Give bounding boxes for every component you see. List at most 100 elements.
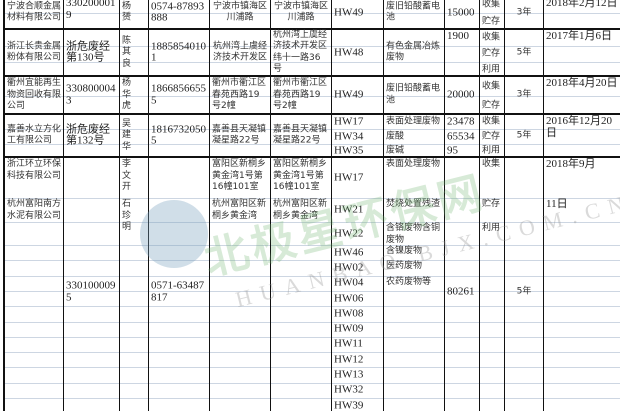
sub-row-divider [480, 222, 504, 245]
sub-cell: HW17 [332, 115, 383, 129]
contact-text: 陈其良 [122, 35, 137, 69]
sub-row-divider [332, 382, 383, 398]
sub-row-divider [505, 46, 543, 62]
cell-contact: 陈其良 [119, 30, 148, 75]
sub-row-divider [149, 96, 209, 115]
hw-text: HW13 [334, 368, 364, 381]
sub-row-divider [149, 290, 209, 306]
sub-cell: 浙江环立环保科技有限公司 [5, 158, 63, 198]
op-addr-text: 富阳区新桐乡黄金湾1号第16幢101室 [273, 159, 328, 192]
sub-row-divider [384, 290, 444, 306]
sub-row-divider [384, 275, 444, 291]
cell-hw: HW49 [331, 0, 383, 28]
sub-cell: 医药废物 [384, 260, 444, 275]
sub-cell: HW21 [332, 198, 383, 222]
sub-row-divider [505, 336, 543, 352]
term-text: 5年 [516, 46, 532, 57]
sub-row-divider [480, 198, 504, 222]
sub-row-divider [5, 398, 63, 411]
sub-row-divider [210, 13, 270, 30]
cell-date: 2017年1月6日 [543, 30, 620, 75]
sub-row-divider [149, 129, 209, 144]
reg-addr-text: 衢州市衢江区春苑西路19号2幢 [212, 77, 267, 111]
sub-row-divider [544, 62, 620, 77]
cell-op-addr: 杭州湾上虞经济技术开发区纬十一路36号 [270, 30, 331, 75]
sub-row-divider [480, 46, 504, 62]
hw-text: HW11 [334, 337, 363, 350]
hw-text: HW17 [334, 115, 364, 128]
date-text: 2017年1月6日 [546, 30, 612, 42]
hw-text: HW49 [334, 5, 364, 18]
cell-date: 2016年12月20日 [543, 115, 620, 156]
method-text: 贮存 [482, 48, 501, 59]
sub-row-divider [384, 382, 444, 398]
cell-reg-addr: 杭州湾上虞经济技术开发区 [209, 30, 270, 75]
sub-row-divider [445, 336, 479, 352]
contact-text: 石珍明 [122, 199, 137, 232]
contact-text: 李文开 [122, 159, 137, 192]
cell-phone: 0574-87893888 [148, 0, 209, 28]
sub-row-divider [64, 129, 119, 144]
op-addr-text: 宁波市镇海区川浦路 [273, 1, 328, 23]
sub-row-divider [332, 306, 383, 321]
sub-row-divider [64, 290, 119, 306]
sub-row-divider [210, 96, 270, 115]
reg-addr-text: 杭州湾上虞经济技术开发区 [212, 41, 267, 63]
cell-waste: 表面处理废物 焚烧处置残渣 含铬废物含铜废物 含镍废物 医药废物 农药废物等 [383, 158, 444, 411]
sub-row-divider [120, 321, 148, 337]
sub-cell: 富阳区新桐乡黄金湾1号第16幢101室 [210, 158, 270, 198]
sub-row-divider [480, 13, 504, 30]
op-addr-text: 杭州富阳区新桐乡黄金湾 [273, 199, 328, 221]
cell-term: 5年 [504, 158, 543, 411]
sub-cell: HW13 [332, 367, 383, 382]
sub-row-divider [120, 62, 148, 77]
sub-row-divider [64, 306, 119, 321]
sub-cell: 收集 [480, 158, 504, 198]
sub-row-divider [544, 290, 620, 306]
cell-hw: HW49 [331, 77, 383, 113]
sub-row-divider [5, 275, 63, 291]
sub-cell: 利用 [480, 222, 504, 245]
reg-addr-text: 宁波市镇海区川浦路 [212, 1, 267, 23]
reg-addr-text: 富阳区新桐乡黄金湾1号第16幢101室 [212, 159, 267, 192]
sub-row-divider [271, 398, 331, 411]
hw-text: HW22 [334, 226, 364, 239]
sub-row-divider [384, 62, 444, 77]
sub-row-divider [149, 336, 209, 352]
sub-row-divider [480, 306, 504, 321]
waste-text: 表面处理废物 [386, 159, 441, 169]
sub-row-divider [505, 144, 543, 158]
phone-text: 18668566555 [151, 82, 206, 106]
sub-cell: HW22 [332, 222, 383, 245]
sub-row-divider [120, 13, 148, 30]
sub-row-divider [5, 336, 63, 352]
sub-row-divider [271, 275, 331, 291]
table-row: 浙江环立环保科技有限公司 杭州富阳南方水泥有限公司 3301000095 李文开 石珍明… [3, 158, 620, 411]
sub-row-divider [64, 158, 119, 198]
method-text: 收集 [482, 116, 501, 127]
sub-row-divider [5, 306, 63, 321]
sub-row-divider [445, 306, 479, 321]
cell-term: 3年 [504, 0, 543, 28]
sub-row-divider [64, 352, 119, 367]
sub-cell: 表面处理废物 [384, 158, 444, 198]
sub-row-divider [271, 367, 331, 382]
op-addr-text: 衢州市衢江区春苑西路19号2幢 [273, 77, 328, 111]
code-text: 3301000095 [66, 279, 116, 303]
sub-row-divider [210, 129, 270, 144]
sub-row-divider [271, 245, 331, 260]
sub-row-divider [149, 306, 209, 321]
sub-row-divider [384, 198, 444, 222]
sub-row-divider [210, 144, 270, 158]
sub-row-divider [445, 129, 479, 144]
sub-row-divider [5, 260, 63, 275]
sub-row-divider [384, 367, 444, 382]
table-row: 衢州宜能再生物资回收有限公司 3308000043 杨华虎 18668566555 衢州… [3, 77, 620, 115]
sub-row-divider [384, 306, 444, 321]
contact-text: 杨华虎 [122, 77, 137, 111]
hw-text: HW39 [334, 398, 364, 411]
sub-row-divider [271, 129, 331, 144]
sub-row-divider [5, 245, 63, 260]
sub-row-divider [445, 367, 479, 382]
